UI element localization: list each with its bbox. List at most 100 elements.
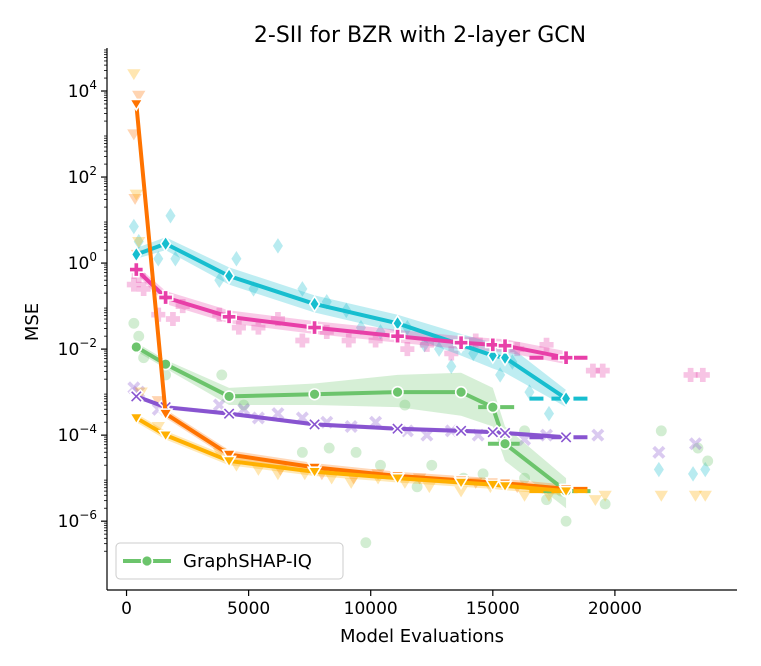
green-circle-marker [391, 385, 404, 399]
green-circle-marker [454, 385, 468, 399]
pink-plus-scatter-point [695, 367, 710, 382]
orange-triangle-scatter-point [132, 90, 146, 102]
gold-triangle-scatter-point [588, 495, 603, 507]
cyan-diamond-scatter-point [688, 466, 699, 482]
legend: GraphSHAP-IQ [115, 542, 344, 580]
gold-triangle-scatter-point [271, 469, 285, 481]
cyan-diamond-scatter-point [272, 238, 283, 254]
pink-plus-scatter-point [251, 320, 266, 335]
gold-triangle-marker [128, 412, 145, 426]
purple-x-scatter-point [688, 437, 703, 451]
pink-plus-scatter-point [368, 333, 383, 348]
green-circle-band [136, 342, 567, 509]
pink-plus-marker [306, 319, 323, 336]
cyan-diamond-scatter-point [165, 208, 176, 224]
cyan-diamond-scatter-point [543, 405, 555, 422]
legend-box [115, 542, 344, 580]
green-circle-marker [222, 390, 236, 403]
gold-triangle-scatter-point [129, 189, 143, 201]
pink-plus-scatter-point [136, 281, 151, 296]
y-axis-label: MSE [22, 303, 43, 341]
purple-x-marker [307, 416, 323, 432]
green-circle-marker [130, 340, 143, 354]
green-circle-scatter-point [216, 369, 228, 381]
gold-triangle-scatter-point [654, 490, 668, 502]
gold-triangle-marker [453, 477, 469, 491]
x-tick-label: 20000 [588, 599, 642, 619]
plot-area [126, 69, 714, 549]
pink-plus-marker [484, 336, 501, 353]
gold-triangle-marker [558, 485, 574, 499]
y-tick-label: 102 [68, 164, 97, 188]
cyan-diamond-scatter-point [434, 341, 445, 357]
green-circle-scatter-point [692, 442, 704, 454]
cyan-diamond-scatter-point [700, 461, 711, 478]
gold-triangle-scatter-point [688, 490, 703, 502]
y-tick-label: 104 [68, 78, 97, 102]
green-circle-marker [498, 437, 512, 450]
orange-triangle-marker [157, 408, 174, 422]
green-circle-scatter-point [426, 459, 438, 471]
gold-triangle-scatter-point [344, 477, 358, 489]
gold-triangle-scatter-point [698, 490, 712, 502]
orange-triangle-marker [128, 98, 145, 112]
green-circle-scatter-point [399, 399, 411, 411]
pink-plus-scatter-point [231, 320, 246, 335]
green-circle-scatter-point [360, 537, 372, 549]
pink-plus-scatter-point [165, 311, 180, 327]
pink-plus-scatter-point [419, 337, 434, 352]
purple-x-marker [221, 406, 237, 422]
pink-plus-marker [157, 289, 174, 306]
pink-plus-scatter-point [151, 307, 166, 322]
pink-plus-scatter-point [341, 333, 356, 348]
pink-plus-marker [497, 337, 513, 354]
gold-triangle-scatter-point [598, 490, 612, 502]
cyan-diamond-marker [308, 294, 321, 313]
cyan-diamond-scatter-point [214, 272, 225, 289]
x-tick-label: 0 [121, 599, 132, 619]
y-tick-label: 10−2 [58, 336, 97, 360]
gold-triangle-scatter-point [127, 69, 141, 81]
gold-triangle-scatter-point [132, 236, 146, 248]
green-circle-scatter-point [323, 442, 335, 454]
pink-plus-scatter-point [400, 342, 415, 357]
legend-label: GraphSHAP-IQ [183, 551, 312, 572]
orange-triangle-scatter-point [128, 193, 142, 205]
pink-plus-scatter-point [595, 363, 610, 378]
cyan-diamond-scatter-point [133, 233, 144, 250]
green-circle-marker [308, 388, 321, 401]
green-circle-scatter-point [411, 481, 423, 493]
gold-triangle-marker [306, 466, 323, 480]
x-tick-label: 5000 [227, 599, 270, 619]
cyan-diamond-scatter-point [128, 218, 139, 235]
pink-plus-scatter-point [126, 277, 141, 292]
chart-title: 2-SII for BZR with 2-layer GCN [254, 23, 586, 48]
green-circle-scatter-point [238, 399, 250, 411]
pink-plus-scatter-point [444, 346, 459, 361]
purple-x-marker [390, 421, 406, 437]
gold-triangle-marker [485, 479, 501, 493]
green-circle-scatter-point [655, 425, 667, 437]
cyan-diamond-marker [159, 234, 172, 253]
legend-marker [140, 554, 154, 568]
y-tick-label: 10−4 [58, 422, 97, 446]
green-circle-scatter-point [133, 330, 145, 342]
cyan-diamond-marker [499, 348, 511, 367]
purple-x-marker [497, 425, 513, 441]
series-lines [128, 98, 591, 499]
gold-triangle-marker [497, 480, 513, 494]
green-circle-scatter-point [541, 494, 552, 506]
pink-plus-scatter-point [683, 367, 698, 382]
cyan-diamond-scatter-point [153, 251, 164, 267]
pink-plus-marker [128, 261, 145, 278]
pink-plus-marker [221, 308, 238, 325]
axes: 0 5000 10000 15000 20000 104 102 100 10−2 10−4 10−… [58, 48, 737, 619]
gold-triangle-marker [389, 472, 406, 486]
cyan-diamond-scatter-point [297, 281, 308, 297]
green-circle-scatter-point [477, 468, 489, 480]
pink-plus-marker [453, 334, 469, 351]
purple-x-marker [558, 429, 574, 445]
pink-plus-scatter-point [539, 337, 554, 352]
